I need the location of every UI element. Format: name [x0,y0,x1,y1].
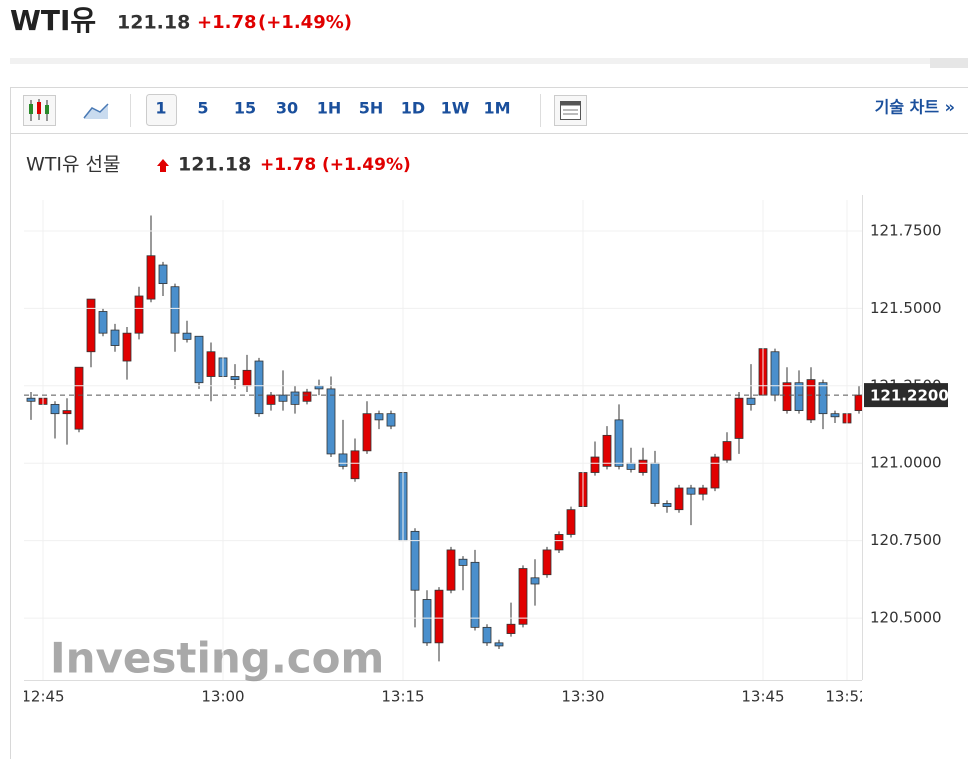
candle-body [855,395,863,410]
candle-body [723,442,731,461]
candle-body [423,599,431,642]
candle-body [819,383,827,414]
candle-body [795,383,803,411]
interval-button[interactable]: 1M [483,99,510,118]
tech-chart-link[interactable]: 기술 차트 » [875,98,955,117]
candle-body [387,414,395,426]
interval-button[interactable]: 5 [197,99,208,118]
candle-body [159,265,167,284]
candle-body [351,451,359,479]
candle-body [147,256,155,299]
candle-body [267,395,275,404]
candle-body [519,569,527,625]
chart-change: +1.78 [260,155,316,175]
chart-change-pct: (+1.49%) [322,155,411,175]
candle-body [375,414,383,420]
candle-body [111,330,119,345]
candle-body [615,420,623,466]
candle-body [75,367,83,429]
watermark: Investing.com [50,634,384,683]
last-price-label: 121.2200 [870,387,949,405]
layout-icon[interactable] [555,96,587,126]
candle-body [459,559,467,565]
candle-body [99,311,107,333]
candle-body [303,392,311,401]
y-tick-label: 121.0000 [870,454,942,472]
candle-body [231,377,239,380]
interval-button[interactable]: 30 [276,99,298,118]
y-tick-label: 120.7500 [870,531,942,549]
candle-body [495,643,503,646]
candle-body [639,460,647,472]
candle-body [483,627,491,642]
interval-button[interactable]: 1W [441,99,470,118]
candle-body [291,392,299,404]
candle-body [255,361,263,414]
x-tick-label: 13:30 [561,688,604,706]
candle-body [711,457,719,488]
candle-body [27,398,35,401]
chart-price: 121.18 [178,154,251,176]
chart-title: WTI유 선물 [26,154,120,176]
interval-button[interactable]: 1 [155,99,166,118]
header-shadow [10,58,930,64]
candle-body [183,333,191,339]
candle-body [447,550,455,590]
interval-button[interactable]: 1H [317,99,342,118]
x-tick-label: 13:45 [741,688,784,706]
candle-body [207,352,215,377]
instrument-title: WTI유 [10,4,96,37]
candle-body [675,488,683,510]
candle-body [831,414,839,417]
candle-body [327,389,335,454]
candle-body [747,398,755,404]
candle-body [195,336,203,382]
candle-body [87,299,95,352]
candle-body [243,370,251,385]
candle-body [171,287,179,333]
change: +1.78 [197,12,257,33]
interval-button[interactable]: 5H [359,99,384,118]
candle-body [603,435,611,466]
candle-body [771,352,779,395]
x-tick-label: 12:45 [21,688,64,706]
candle-body [135,296,143,333]
change-pct: (+1.49%) [258,12,352,33]
candle-body [531,578,539,584]
interval-button[interactable]: 15 [234,99,256,118]
candle-body [279,395,287,401]
candle-icon[interactable] [24,96,56,126]
y-tick-label: 121.5000 [870,299,942,317]
candle-body [363,414,371,451]
price: 121.18 [117,12,190,34]
candle-body [63,411,71,414]
candle-body [339,454,347,466]
candle-body [699,488,707,494]
candle-body [687,488,695,494]
header-shadow [930,58,968,68]
candle-body [123,333,131,361]
x-tick-label: 13:00 [201,688,244,706]
candle-body [783,383,791,411]
candle-body [567,510,575,535]
candle-body [627,463,635,469]
candle-body [435,590,443,643]
y-tick-label: 120.5000 [870,609,942,627]
y-tick-label: 121.7500 [870,221,942,239]
candle-body [555,534,563,549]
interval-button[interactable]: 1D [401,99,425,118]
candle-body [543,550,551,575]
candle-body [507,624,515,633]
candle-body [663,503,671,506]
x-tick-label: 13:15 [381,688,424,706]
candle-body [591,457,599,472]
candle-body [651,463,659,503]
candle-body [51,404,59,413]
candle-body [735,398,743,438]
